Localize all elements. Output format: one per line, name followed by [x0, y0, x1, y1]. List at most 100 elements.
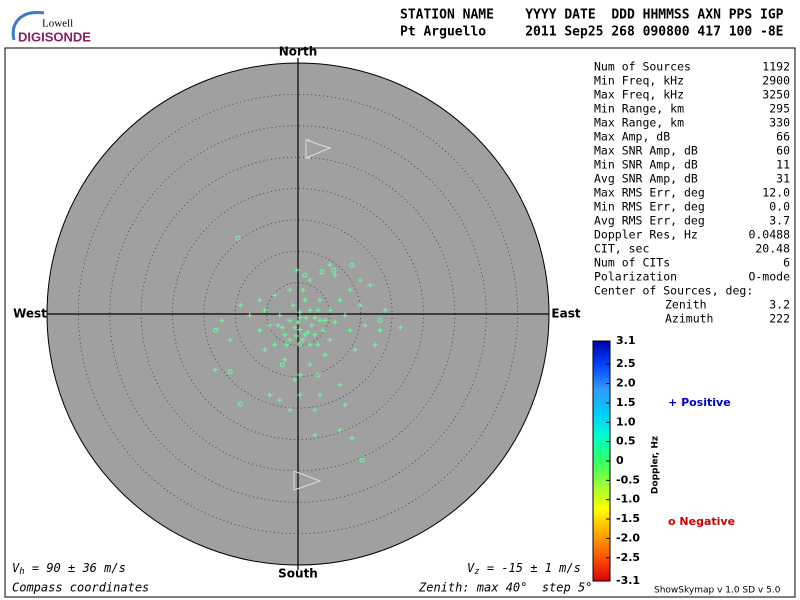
header-line: STATION NAME YYYY DATE DDD HHMMSS AXN PP… [400, 8, 784, 23]
source-point [327, 337, 333, 343]
beam-arrow [293, 470, 322, 491]
center-label: Azimuth [665, 312, 713, 326]
source-point [297, 309, 303, 315]
stat-value: 0.0 [769, 200, 790, 214]
stat-value: 66 [776, 130, 790, 144]
stat-label: Min SNR Amp, dB [594, 158, 698, 172]
stats-table: Num of Sources 1192 Min Freq, kHz 2900 Max F… [594, 60, 790, 326]
source-point [287, 407, 293, 413]
stat-label: Min Freq, kHz [594, 74, 684, 88]
zenith-label: Zenith: max 40° step 5° [418, 581, 592, 595]
source-point [342, 402, 348, 408]
source-point [257, 327, 263, 333]
source-point [382, 307, 388, 313]
logo-swoosh [11, 11, 45, 41]
source-point [349, 435, 355, 441]
colorbar-tick-label: 0.5 [616, 435, 636, 448]
legend-symbol: + [668, 396, 677, 409]
source-point [367, 282, 373, 288]
colorbar-label: Doppler, Hz [651, 436, 661, 494]
source-point [272, 342, 278, 348]
source-point [319, 269, 325, 275]
vz-label: Vz = -15 ± 1 m/s [467, 561, 581, 577]
source-point [279, 325, 285, 331]
south-label: South [278, 567, 318, 581]
legend-symbol: o [668, 515, 676, 528]
east-label: East [551, 307, 580, 321]
source-point [300, 287, 306, 293]
source-point [377, 317, 383, 323]
source-point [377, 327, 383, 333]
stat-value: 295 [769, 102, 790, 116]
colorbar: 3.1 2.5 2.0 1.5 1.0 0.5 0 -0.5 -1.0 -1.5 -2.0 -2.5 -… [592, 334, 640, 587]
colorbar-tick-label: -3.1 [616, 574, 640, 587]
stat-value: 6 [783, 256, 790, 270]
source-point [295, 319, 301, 325]
stat-label: Min RMS Err, deg [594, 200, 705, 214]
source-point [290, 302, 296, 308]
source-point [287, 287, 293, 293]
stat-value: 12.0 [762, 186, 790, 200]
source-point [317, 297, 323, 303]
stat-value: 330 [769, 116, 790, 130]
source-point [307, 362, 313, 368]
source-point [262, 307, 268, 313]
source-point [337, 297, 343, 303]
colorbar-tick-label: -2.0 [616, 531, 640, 544]
source-point [300, 337, 306, 343]
source-point [302, 297, 308, 303]
source-point [275, 322, 281, 328]
logo-top: Lowell [42, 18, 73, 30]
source-point [337, 382, 343, 388]
colorbar-tick-label: 2.5 [616, 357, 636, 370]
legend-name: Negative [679, 515, 735, 528]
stat-label: Max Range, km [594, 116, 684, 130]
source-point [235, 235, 241, 241]
source-point [322, 352, 328, 358]
source-point [297, 315, 303, 321]
source-point [212, 367, 218, 373]
source-point [362, 322, 368, 328]
beam-arrow [305, 139, 332, 159]
source-point [305, 329, 311, 335]
center-value: 3.2 [769, 298, 790, 312]
frame [4, 47, 796, 598]
source-point [267, 322, 273, 328]
stat-value: O-mode [748, 270, 790, 284]
colorbar-tick-label: 1.0 [616, 415, 636, 428]
source-point [322, 317, 328, 323]
source-point [219, 317, 225, 323]
source-point [320, 327, 326, 333]
colorbar-tick-label: 3.1 [616, 334, 636, 347]
stat-label: Max SNR Amp, dB [594, 144, 698, 158]
v-sub: z [474, 567, 479, 577]
stat-label: Avg RMS Err, deg [594, 214, 705, 228]
source-point [332, 319, 338, 325]
source-point [349, 262, 355, 268]
source-point [352, 347, 358, 353]
source-point [287, 317, 293, 323]
stat-label: CIT, sec [594, 242, 649, 256]
source-point [282, 357, 288, 363]
legend-entry: + Positive [668, 396, 731, 409]
source-point [359, 457, 365, 463]
source-point [292, 325, 298, 331]
north-label: North [279, 45, 317, 59]
source-point [257, 297, 263, 303]
source-point [372, 342, 378, 348]
source-point [277, 397, 283, 403]
source-point [297, 372, 303, 378]
source-point [315, 342, 321, 348]
source-point [327, 262, 333, 268]
stat-value: 0.0488 [748, 228, 790, 242]
stat-label: Doppler Res, Hz [594, 228, 698, 242]
v-text: = 90 ± 36 m/s [25, 561, 126, 575]
stat-value: 31 [776, 172, 790, 186]
source-point [397, 325, 403, 331]
source-point [282, 332, 288, 338]
source-point [317, 392, 323, 398]
source-point [312, 407, 318, 413]
stat-label: Max Amp, dB [594, 130, 670, 144]
stat-label: Num of CITs [594, 256, 670, 270]
